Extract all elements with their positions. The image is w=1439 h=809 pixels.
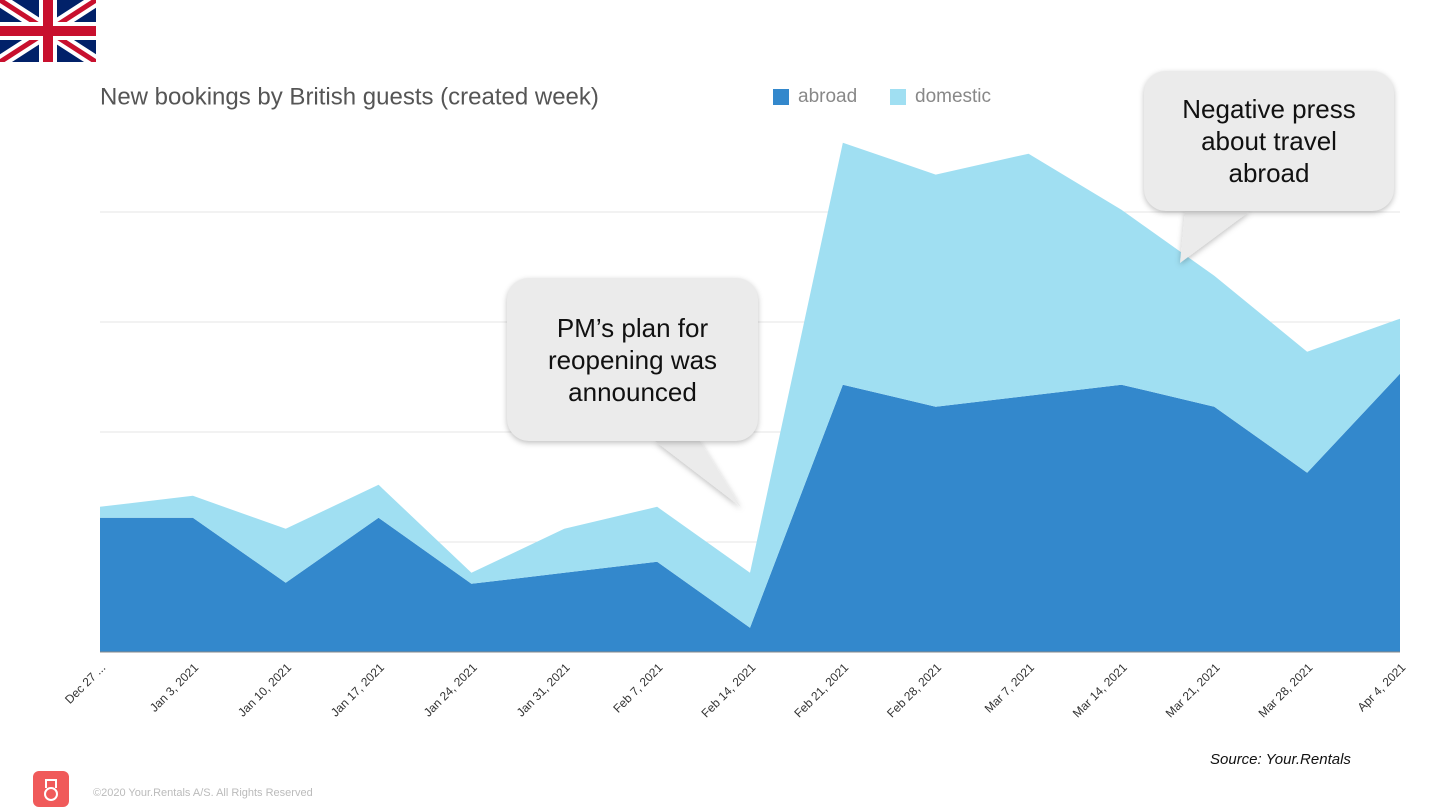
callout-tail [1180,211,1250,263]
legend-label: domestic [915,86,991,107]
x-tick-label: Apr 4, 2021 [1355,660,1409,714]
x-tick-label: Feb 14, 2021 [698,660,758,720]
x-tick-label: Jan 10, 2021 [235,660,294,719]
source: Source: Your.Rentals [1210,751,1351,768]
area [100,373,1400,652]
x-tick-label: Mar 28, 2021 [1256,660,1316,720]
copyright: ©2020 Your.Rentals A/S. All Rights Reser… [93,787,313,799]
x-tick-label: Jan 24, 2021 [421,660,480,719]
legend-label: abroad [798,86,857,107]
logo-mark [44,787,58,801]
area [100,142,1400,628]
x-tick-label: Mar 21, 2021 [1163,660,1223,720]
x-tick-label: Feb 7, 2021 [610,660,665,715]
chart-title: New bookings by British guests (created … [100,83,599,110]
logo-mark [45,779,57,788]
legend-swatch [890,89,906,105]
x-tick-label: Jan 17, 2021 [328,660,387,719]
annotation: Negative press about travel abroad [1144,71,1394,211]
annotation: PM’s plan for reopening was announced [507,278,758,441]
x-tick-label: Jan 31, 2021 [514,660,573,719]
x-tick-label: Feb 28, 2021 [884,660,944,720]
x-tick-label: Dec 27 ... [62,660,108,706]
x-tick-label: Mar 7, 2021 [982,660,1037,715]
x-tick-label: Feb 21, 2021 [791,660,851,720]
uk-flag [0,0,96,62]
legend-swatch [773,89,789,105]
callout-tail [655,441,741,507]
x-tick-label: Mar 14, 2021 [1070,660,1130,720]
x-tick-label: Jan 3, 2021 [147,660,201,714]
